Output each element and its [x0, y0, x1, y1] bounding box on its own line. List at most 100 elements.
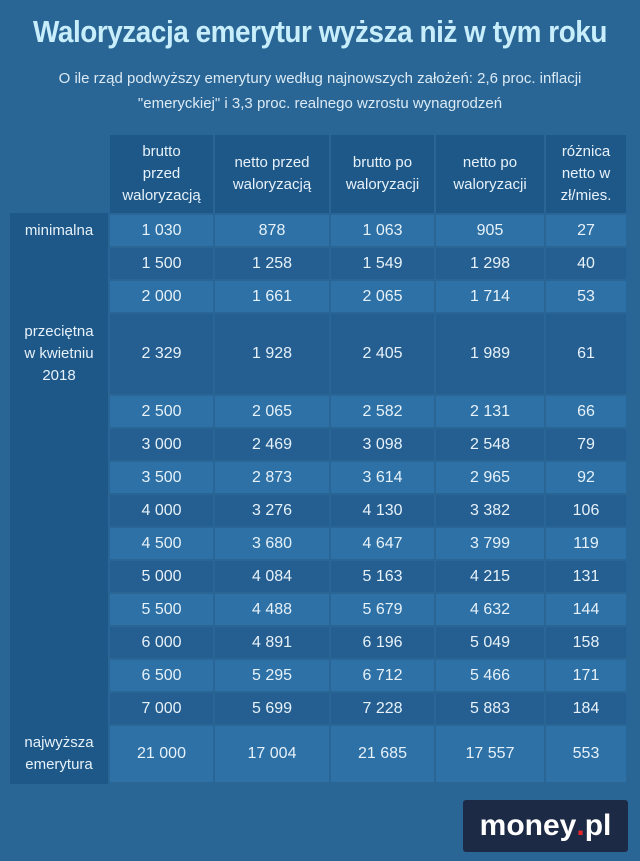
header-cell: brutto przed waloryzacją [110, 135, 213, 213]
table-cell: 27 [546, 215, 626, 246]
table-cell: 6 000 [110, 627, 213, 658]
table-cell: 1 258 [215, 248, 329, 279]
header-text: przed [142, 165, 181, 182]
table-cell: 66 [546, 396, 626, 427]
table-cell: 2 000 [110, 281, 213, 312]
table-cell: 5 883 [436, 693, 544, 724]
row-label-text: najwyższa [24, 734, 94, 751]
table-cell: 1 549 [331, 248, 434, 279]
table-cell: 7 228 [331, 693, 434, 724]
table-cell: 2 873 [215, 462, 329, 493]
table-cell: 5 500 [110, 594, 213, 625]
subtitle-line: "emeryckiej" i 3,3 proc. realnego wzrost… [137, 95, 503, 112]
table-cell: 144 [546, 594, 626, 625]
logo-part: pl [584, 809, 612, 842]
table-cell: 2 548 [436, 429, 544, 460]
header-text: waloryzacją [232, 176, 312, 193]
table-cell: 4 130 [331, 495, 434, 526]
table-cell: 5 679 [331, 594, 434, 625]
table-cell: 1 063 [331, 215, 434, 246]
table-cell: 2 469 [215, 429, 329, 460]
table-cell: 5 295 [215, 660, 329, 691]
row-label: przeciętna w kwietniu 2018 [10, 314, 108, 394]
table-cell: 171 [546, 660, 626, 691]
table-cell: 5 699 [215, 693, 329, 724]
table-cell: 4 891 [215, 627, 329, 658]
table-cell: 1 298 [436, 248, 544, 279]
table-cell: 17 004 [215, 726, 329, 782]
table-cell: 1 928 [215, 314, 329, 394]
table-cell: 1 500 [110, 248, 213, 279]
table-cell: 2 329 [110, 314, 213, 394]
table-cell: 2 131 [436, 396, 544, 427]
table-cell: 2 405 [331, 314, 434, 394]
table-cell: 4 488 [215, 594, 329, 625]
header-text: waloryzacją [122, 187, 201, 204]
header-text: netto po [462, 154, 518, 171]
table-cell: 53 [546, 281, 626, 312]
table-cell: 4 500 [110, 528, 213, 559]
table-cell: 1 661 [215, 281, 329, 312]
header-text: waloryzacji [345, 176, 420, 193]
subtitle: O ile rząd podwyższy emerytury według na… [0, 66, 640, 116]
table-cell: 5 049 [436, 627, 544, 658]
header-cell: różnica netto w zł/mies. [546, 135, 626, 213]
table-cell: 2 065 [215, 396, 329, 427]
table-cell: 79 [546, 429, 626, 460]
header-cell: brutto po waloryzacji [331, 135, 434, 213]
header-text: waloryzacji [453, 176, 527, 193]
row-label-text: przeciętna [24, 323, 94, 340]
row-label-text: minimalna [24, 221, 94, 239]
header-text: netto w [561, 165, 611, 182]
subtitle-line: O ile rząd podwyższy emerytury według na… [58, 70, 582, 87]
table-cell: 4 215 [436, 561, 544, 592]
header-text: brutto po [352, 154, 413, 171]
table-cell: 119 [546, 528, 626, 559]
table-cell: 6 712 [331, 660, 434, 691]
table-cell: 553 [546, 726, 626, 782]
header-cell: netto przed waloryzacją [215, 135, 329, 213]
table-cell: 4 084 [215, 561, 329, 592]
row-label-text: 2018 [42, 367, 76, 384]
table-cell: 21 685 [331, 726, 434, 782]
row-label-text: w kwietniu [24, 345, 94, 362]
table-cell: 1 714 [436, 281, 544, 312]
table-cell: 1 989 [436, 314, 544, 394]
table-cell: 3 276 [215, 495, 329, 526]
table-cell: 2 965 [436, 462, 544, 493]
logo: money. pl [463, 800, 628, 852]
table-cell: 158 [546, 627, 626, 658]
table-cell: 92 [546, 462, 626, 493]
table-cell: 106 [546, 495, 626, 526]
table-cell: 2 065 [331, 281, 434, 312]
row-label-text: emerytura [25, 756, 93, 773]
table-cell: 878 [215, 215, 329, 246]
table-cell: 6 196 [331, 627, 434, 658]
table-cell: 2 582 [331, 396, 434, 427]
table-cell: 1 030 [110, 215, 213, 246]
table-cell: 131 [546, 561, 626, 592]
table-cell: 5 466 [436, 660, 544, 691]
table-cell: 61 [546, 314, 626, 394]
table-cell: 4 632 [436, 594, 544, 625]
table-cell: 5 000 [110, 561, 213, 592]
table-cell: 184 [546, 693, 626, 724]
table-cell: 40 [546, 248, 626, 279]
table-cell: 5 163 [331, 561, 434, 592]
row-label: najwyższa emerytura [10, 726, 108, 782]
header-text: zł/mies. [560, 187, 612, 204]
table-cell: 21 000 [110, 726, 213, 782]
table-cell: 3 799 [436, 528, 544, 559]
table-cell: 7 000 [110, 693, 213, 724]
table-cell: 3 500 [110, 462, 213, 493]
table-cell: 17 557 [436, 726, 544, 782]
table-cell: 3 098 [331, 429, 434, 460]
table-cell: 4 000 [110, 495, 213, 526]
header-text: różnica [561, 143, 611, 160]
table-cell: 6 500 [110, 660, 213, 691]
table-cell: 3 680 [215, 528, 329, 559]
table-cell: 3 614 [331, 462, 434, 493]
label-column [10, 213, 108, 784]
header-text: netto przed [234, 154, 310, 171]
header-cell: netto po waloryzacji [436, 135, 544, 213]
